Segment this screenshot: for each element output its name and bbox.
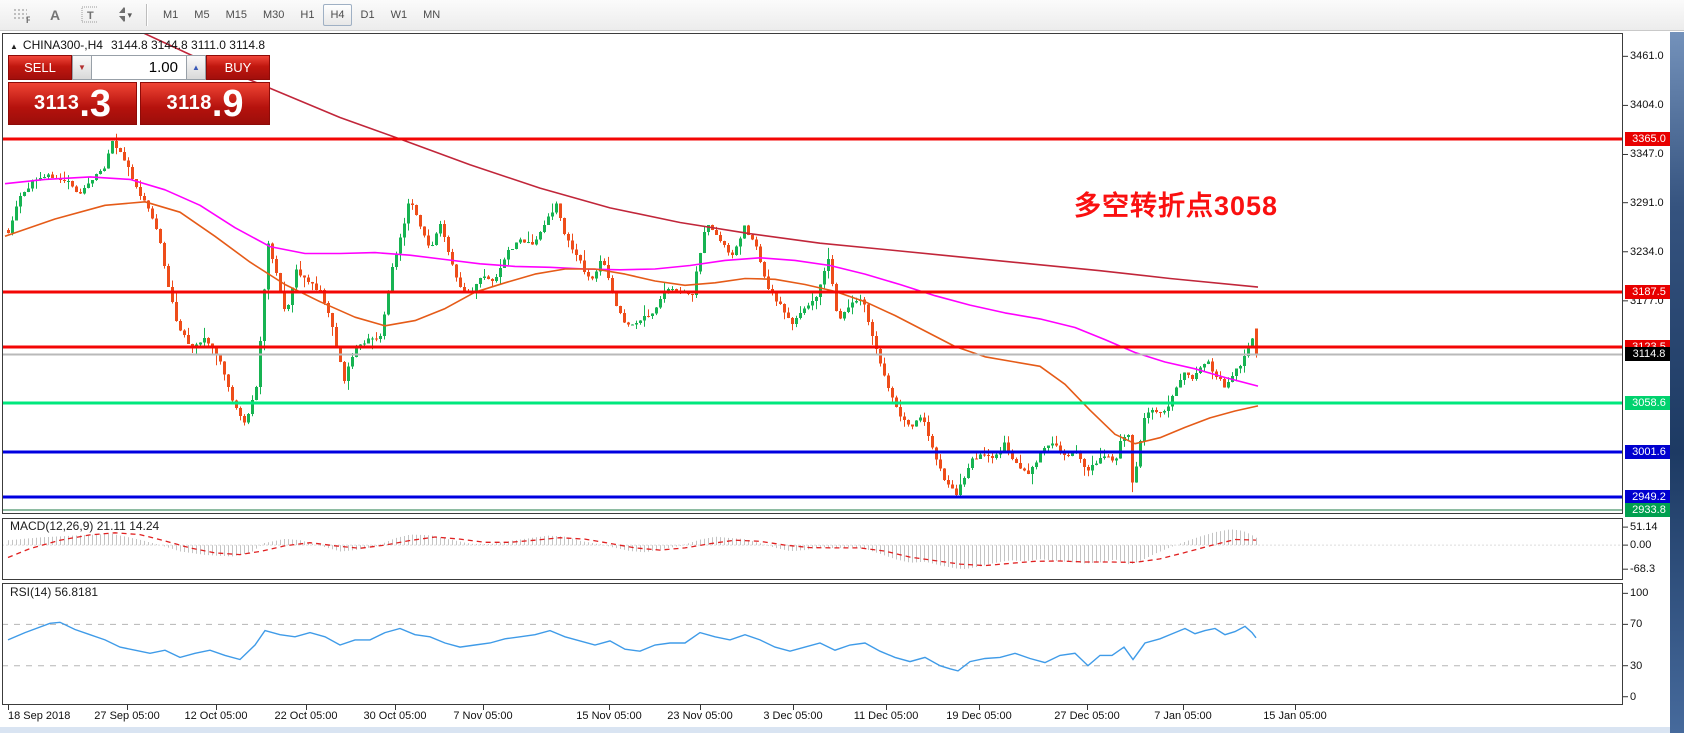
volume-increase-button[interactable]: ▲ bbox=[186, 55, 206, 80]
text-icon: A bbox=[50, 7, 60, 23]
timeframe-button-M1[interactable]: M1 bbox=[156, 4, 185, 26]
rsi-value: 56.8181 bbox=[54, 585, 99, 599]
price-line-label-3001.6: 3001.6 bbox=[1625, 444, 1673, 459]
price-tick-3461: 3461.0 bbox=[1630, 50, 1664, 63]
toolbar-separator bbox=[146, 4, 148, 26]
svg-text:T: T bbox=[87, 10, 94, 22]
rsi-label: RSI(14) 56.8181 bbox=[10, 585, 99, 599]
window-right-edge bbox=[1670, 32, 1684, 733]
fibonacci-icon: F bbox=[14, 9, 30, 24]
one-click-trade-panel: SELL ▼ ▲ BUY 3113.3 3118.9 bbox=[8, 55, 270, 125]
date-tick: 12 Oct 05:00 bbox=[184, 710, 248, 722]
timeframe-button-H1[interactable]: H1 bbox=[293, 4, 321, 26]
text-tool-button[interactable]: A bbox=[40, 3, 70, 28]
date-tick: 15 Nov 05:00 bbox=[576, 710, 642, 722]
date-tick: 15 Jan 05:00 bbox=[1263, 710, 1327, 722]
svg-text:A: A bbox=[50, 7, 60, 23]
date-tick: 23 Nov 05:00 bbox=[667, 710, 733, 722]
price-tick-3404: 3404.0 bbox=[1630, 99, 1664, 112]
date-tick: 7 Jan 05:00 bbox=[1154, 710, 1212, 722]
rsi-tick-30: 30 bbox=[1630, 659, 1643, 672]
price-tick-3234: 3234.0 bbox=[1630, 245, 1664, 258]
price-line-label-3058.6: 3058.6 bbox=[1625, 395, 1673, 410]
text-label-icon: T bbox=[81, 6, 98, 23]
price-line-label-3365.0: 3365.0 bbox=[1625, 131, 1673, 146]
timeframe-button-M15[interactable]: M15 bbox=[219, 4, 254, 26]
ohlc-values: 3144.8 3144.8 3111.0 3114.8 bbox=[110, 38, 266, 52]
price-line-label-2933.8: 2933.8 bbox=[1625, 503, 1673, 518]
timeframe-button-MN[interactable]: MN bbox=[416, 4, 447, 26]
date-tick: 7 Nov 05:00 bbox=[453, 710, 513, 722]
price-line-label-2949.2: 2949.2 bbox=[1625, 489, 1673, 504]
sell-button[interactable]: SELL bbox=[8, 55, 72, 80]
chart-window: ▲ CHINA300-,H4 3144.8 3144.8 3111.0 3114.8… bbox=[0, 32, 1684, 733]
rsi-tick-0: 0 bbox=[1630, 690, 1637, 703]
chart-canvas[interactable] bbox=[0, 32, 1684, 733]
arrows-tool-button[interactable]: ▾ bbox=[108, 3, 138, 28]
date-tick: 19 Dec 05:00 bbox=[946, 710, 1012, 722]
rsi-tick-70: 70 bbox=[1630, 618, 1643, 631]
fibonacci-tool-button[interactable]: F bbox=[6, 3, 36, 28]
svg-text:F: F bbox=[26, 15, 30, 24]
rsi-line bbox=[7, 621, 1257, 672]
symbol-period-label: CHINA300-,H4 bbox=[22, 38, 103, 52]
slow-ma bbox=[143, 34, 1259, 288]
current-price-label: 3114.8 bbox=[1625, 347, 1673, 362]
timeframe-button-D1[interactable]: D1 bbox=[354, 4, 382, 26]
collapse-icon[interactable]: ▲ bbox=[10, 42, 18, 51]
macd-label: MACD(12,26,9) 21.11 14.24 bbox=[10, 519, 160, 533]
macd-tick-0.00: 0.00 bbox=[1630, 539, 1652, 552]
date-tick: 22 Oct 05:00 bbox=[274, 710, 338, 722]
bid-big-digit: .3 bbox=[79, 82, 112, 125]
timeframe-button-H4[interactable]: H4 bbox=[323, 4, 352, 26]
volume-decrease-button[interactable]: ▼ bbox=[72, 55, 92, 80]
ask-price-display: 3118.9 bbox=[140, 82, 270, 125]
fast-ma bbox=[4, 201, 1259, 445]
macd-signal-line bbox=[7, 532, 1257, 567]
date-tick: 27 Sep 05:00 bbox=[94, 710, 160, 722]
timeframe-bar: M1 M5 M15 M30 H1 H4 D1 W1 MN bbox=[156, 4, 449, 26]
timeframe-button-M5[interactable]: M5 bbox=[187, 4, 216, 26]
macd-tick--68.3: -68.3 bbox=[1630, 563, 1656, 576]
ask-main-digits: 3118 bbox=[166, 92, 212, 114]
timeframe-button-M30[interactable]: M30 bbox=[256, 4, 291, 26]
volume-input[interactable] bbox=[92, 55, 186, 80]
dropdown-caret-icon: ▾ bbox=[127, 9, 132, 20]
timeframe-button-W1[interactable]: W1 bbox=[384, 4, 415, 26]
medium-ma bbox=[4, 176, 1259, 387]
text-label-tool-button[interactable]: T bbox=[74, 3, 104, 28]
ask-big-digit: .9 bbox=[211, 82, 244, 125]
toolbar: F A T ▾ M1 M5 M15 M30 H1 H4 D1 W1 MN bbox=[0, 0, 1684, 31]
bid-price-display: 3113.3 bbox=[8, 82, 137, 125]
macd-tick-51.14: 51.14 bbox=[1630, 521, 1658, 534]
chart-header: ▲ CHINA300-,H4 3144.8 3144.8 3111.0 3114.8 bbox=[10, 38, 265, 52]
bid-main-digits: 3113 bbox=[33, 92, 80, 114]
arrows-icon bbox=[119, 7, 126, 22]
chart-text-annotation[interactable]: 多空转折点3058 bbox=[1074, 191, 1279, 221]
date-tick: 18 Sep 2018 bbox=[8, 710, 71, 722]
price-line-label-3187.5: 3187.5 bbox=[1625, 284, 1673, 299]
window-bottom-edge bbox=[0, 727, 1670, 733]
buy-button[interactable]: BUY bbox=[206, 55, 270, 80]
macd-values: 21.11 14.24 bbox=[96, 519, 160, 533]
date-tick: 30 Oct 05:00 bbox=[363, 710, 427, 722]
price-tick-3347: 3347.0 bbox=[1630, 148, 1664, 161]
rsi-tick-100: 100 bbox=[1630, 587, 1649, 600]
date-tick: 3 Dec 05:00 bbox=[763, 710, 823, 722]
price-tick-3291: 3291.0 bbox=[1630, 196, 1664, 209]
date-tick: 27 Dec 05:00 bbox=[1054, 710, 1120, 722]
date-tick: 11 Dec 05:00 bbox=[853, 710, 919, 722]
